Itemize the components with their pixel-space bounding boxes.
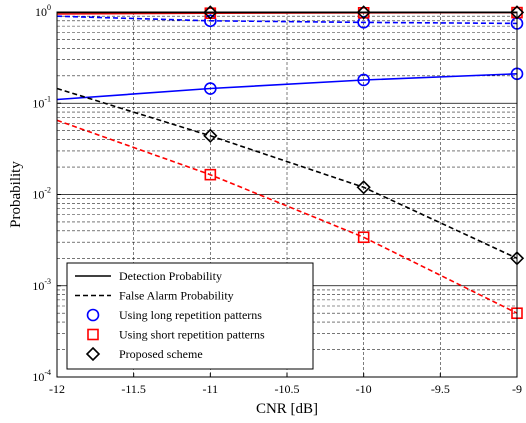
x-tick-label: -9.5 — [431, 382, 450, 396]
data-point-circle — [357, 73, 370, 87]
legend: Detection Probability False Alarm Probabi… — [66, 262, 314, 370]
x-axis-label: CNR [dB] — [256, 401, 318, 417]
y-axis-label: Probability — [8, 161, 24, 228]
legend-diamond-marker — [85, 346, 101, 362]
x-tick-label: -10.5 — [275, 382, 300, 396]
x-tick-label: -11 — [203, 382, 219, 396]
data-point-diamond — [356, 180, 371, 195]
legend-square-marker — [87, 328, 99, 341]
legend-label: False Alarm Probability — [119, 289, 234, 303]
data-point-diamond — [203, 128, 218, 143]
legend-label: Using long repetition patterns — [119, 308, 262, 322]
data-point-square — [204, 168, 217, 181]
legend-label: Proposed scheme — [119, 347, 203, 361]
series-line-1 — [56, 73, 518, 101]
y-tick-label: 10-3 — [32, 277, 51, 293]
y-tick-label: 10-4 — [32, 368, 51, 384]
x-tick-label: -9 — [512, 382, 522, 396]
legend-circle-marker — [86, 308, 100, 322]
axis-ticks: -12 -11.5 -11 -10.5 -10 -9.5 -9 10-4 10-3 10-2 10-… — [32, 3, 522, 396]
x-tick-label: -11.5 — [121, 382, 146, 396]
y-tick-label: 10-2 — [32, 186, 51, 202]
y-tick-label: 10-1 — [32, 94, 51, 110]
legend-label: Detection Probability — [119, 269, 222, 283]
data-point-square — [357, 231, 370, 244]
legend-label: Using short repetition patterns — [119, 328, 265, 342]
y-tick-label: 100 — [35, 3, 51, 19]
series-line-4 — [56, 119, 518, 314]
x-tick-label: -12 — [49, 382, 65, 396]
legend-box — [66, 262, 314, 370]
series-line-6 — [56, 87, 518, 260]
data-point-diamond — [203, 5, 218, 20]
data-point-circle — [357, 16, 370, 29]
series-line-2 — [56, 15, 518, 25]
data-point-circle — [204, 82, 217, 95]
data-point-diamond — [356, 5, 371, 20]
x-tick-label: -10 — [356, 382, 372, 396]
data-point-circle — [204, 14, 217, 28]
